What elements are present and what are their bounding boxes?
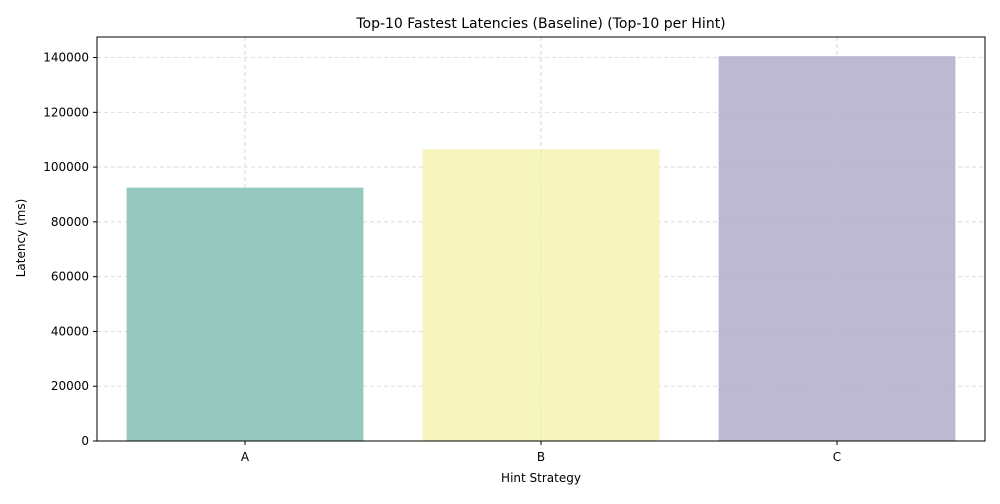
x-tick-label: C: [833, 450, 841, 464]
y-tick-label: 20000: [51, 379, 89, 393]
y-tick-label: 0: [81, 434, 89, 448]
y-tick-label: 60000: [51, 270, 89, 284]
x-tick-label: A: [241, 450, 250, 464]
y-tick-label: 100000: [43, 160, 89, 174]
y-tick-label: 140000: [43, 51, 89, 65]
x-axis-label: Hint Strategy: [501, 471, 581, 485]
y-tick-label: 40000: [51, 324, 89, 338]
bar-b: [422, 149, 660, 441]
y-tick-label: 80000: [51, 215, 89, 229]
bars-layer: [126, 37, 956, 441]
axes-layer: 0 20000 40000 60000 80000 100000 120000 140000 A…: [43, 36, 986, 464]
chart-title: Top-10 Fastest Latencies (Baseline) (Top…: [355, 16, 725, 32]
x-tick-label: B: [537, 450, 545, 464]
plot-frame: [96, 36, 986, 442]
y-axis-label: Latency (ms): [14, 199, 28, 278]
y-tick-label: 120000: [43, 105, 89, 119]
